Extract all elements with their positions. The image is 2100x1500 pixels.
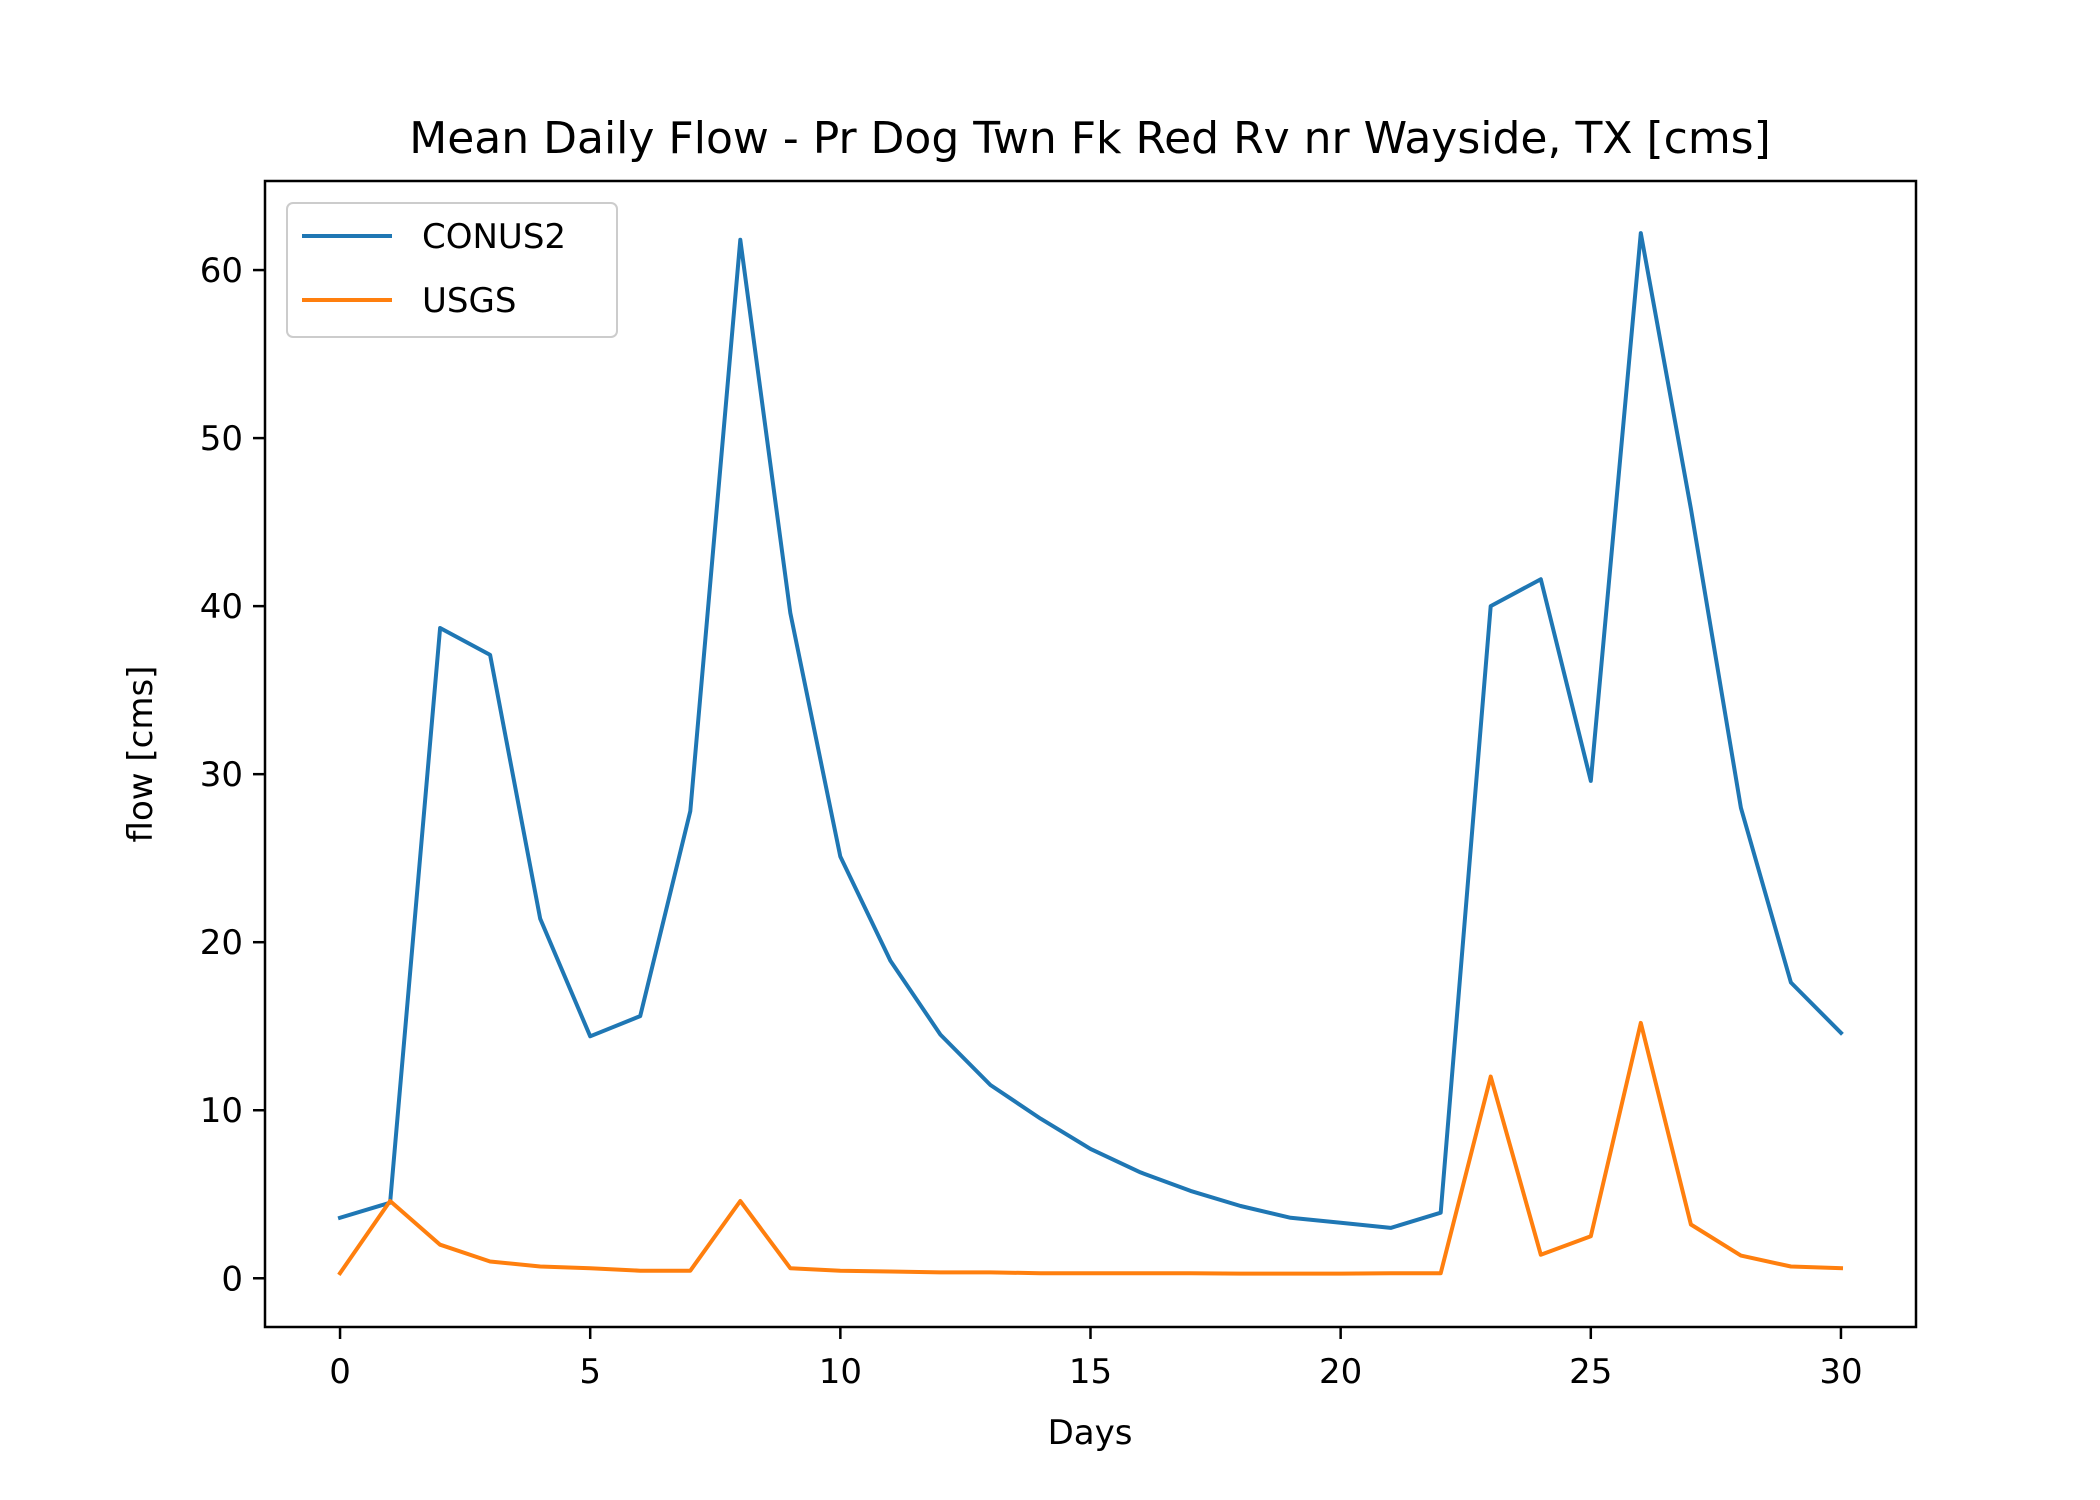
y-tick-label: 10 — [200, 1091, 243, 1131]
y-tick-label: 0 — [221, 1259, 243, 1299]
y-axis-label: flow [cms] — [121, 666, 161, 843]
series-layer — [337, 231, 1844, 1276]
y-tick-label: 20 — [200, 923, 243, 963]
x-axis-label: Days — [1048, 1413, 1133, 1453]
x-tick-label: 25 — [1569, 1352, 1612, 1392]
series-line-conus2 — [337, 231, 1844, 1230]
x-tick-label: 30 — [1819, 1352, 1862, 1392]
legend: CONUS2 USGS — [286, 202, 618, 338]
y-tick-label: 50 — [200, 419, 243, 459]
y-axis-ticks: 0 10 20 30 40 50 60 — [200, 251, 265, 1299]
y-tick-label: 60 — [200, 251, 243, 291]
legend-label-usgs: USGS — [422, 281, 516, 321]
legend-label-conus2: CONUS2 — [422, 217, 566, 257]
x-tick-label: 10 — [819, 1352, 862, 1392]
y-tick-label: 40 — [200, 587, 243, 627]
x-tick-label: 20 — [1319, 1352, 1362, 1392]
y-tick-label: 30 — [200, 755, 243, 795]
x-axis-ticks: 0 5 10 15 20 25 30 — [329, 1327, 1863, 1392]
x-tick-label: 0 — [329, 1352, 351, 1392]
x-tick-label: 15 — [1069, 1352, 1112, 1392]
series-line-usgs — [337, 1020, 1844, 1276]
plot-frame — [263, 179, 1918, 1329]
x-tick-label: 5 — [579, 1352, 601, 1392]
chart-title: Mean Daily Flow - Pr Dog Twn Fk Red Rv n… — [409, 113, 1771, 164]
